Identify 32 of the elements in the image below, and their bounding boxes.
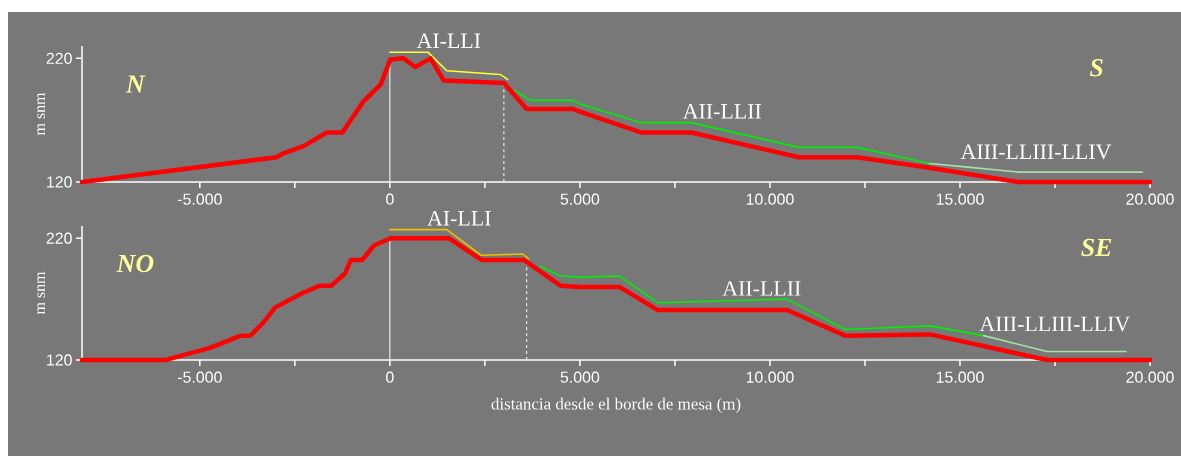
x-tick-label: 0 — [386, 371, 394, 383]
line-series — [389, 228, 530, 260]
series-label: AI-LLI — [427, 210, 491, 226]
annotation: SE — [1081, 238, 1112, 257]
y-tick-label: 120 — [47, 176, 72, 188]
x-tick-label: 0 — [386, 193, 394, 205]
annotation: NO — [116, 254, 154, 273]
x-tick-label: 20.000 — [1126, 371, 1174, 383]
y-tick-label: 120 — [47, 354, 72, 366]
x-tick-label: 20.000 — [1126, 193, 1174, 205]
x-tick-label: 10.000 — [746, 193, 794, 205]
y-axis-title: m snm — [37, 92, 46, 136]
x-axis-title: distancia desde el borde de mesa (m) — [491, 397, 741, 414]
x-tick-label: 15.000 — [936, 193, 984, 205]
series-label: AI-LLI — [416, 33, 481, 48]
series-label: AII-LLII — [722, 281, 801, 296]
x-tick-label: -5.000 — [177, 193, 222, 205]
x-tick-label: 10.000 — [746, 371, 794, 383]
y-axis-title: m snm — [37, 271, 46, 315]
x-tick-label: 5.000 — [560, 371, 600, 383]
x-tick-label: 15.000 — [936, 371, 984, 383]
series-label: AIII-LLIII-LLIV — [960, 144, 1112, 160]
x-tick-label: -5.000 — [177, 371, 222, 383]
x-tick-label: 5.000 — [560, 193, 600, 205]
series-label: AII-LLII — [682, 103, 762, 119]
annotation: S — [1089, 59, 1103, 77]
annotation: N — [125, 75, 146, 93]
y-tick-label: 220 — [46, 52, 72, 64]
line-series — [514, 89, 931, 165]
y-tick-label: 220 — [46, 232, 72, 244]
series-label: AIII-LLIII-LLIV — [979, 316, 1131, 332]
line-series — [389, 51, 509, 81]
